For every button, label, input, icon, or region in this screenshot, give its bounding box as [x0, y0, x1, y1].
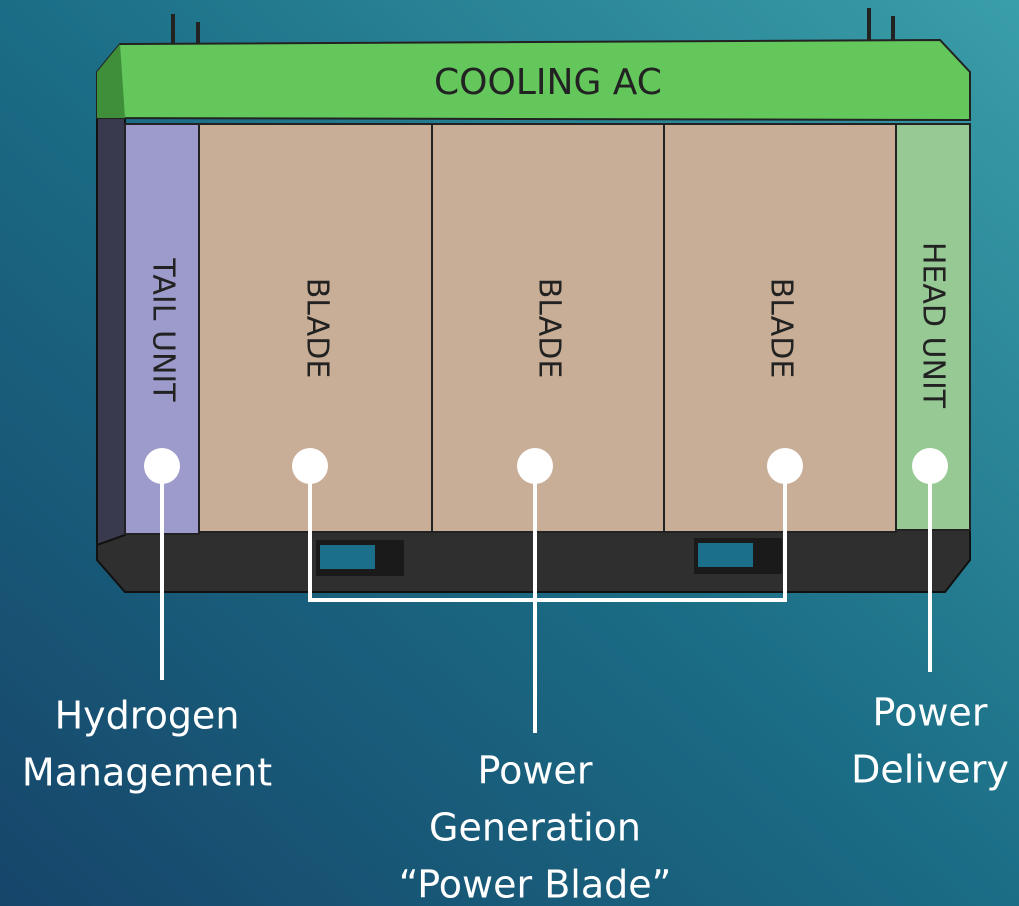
callout-line: Power — [873, 691, 988, 735]
callout-line: Generation — [429, 806, 641, 850]
callout-line: Delivery — [851, 748, 1009, 792]
side-panel — [96, 117, 126, 547]
module-label: BLADE — [532, 278, 567, 379]
callout-line: Management — [22, 751, 272, 795]
callout-line: “Power Blade” — [399, 863, 672, 906]
callouts: Hydrogen Management Power Generation “Power … — [22, 691, 1009, 906]
module-label: TAIL UNIT — [146, 257, 181, 402]
cooling-label: COOLING AC — [434, 62, 662, 103]
cooling-side — [97, 44, 125, 118]
connectors — [160, 466, 932, 733]
module-label: BLADE — [764, 278, 799, 379]
slot-window — [320, 545, 375, 569]
dots — [144, 448, 948, 484]
callout-line: Power — [478, 749, 593, 793]
pins — [171, 8, 895, 45]
module-label: BLADE — [300, 278, 335, 379]
callout-line: Hydrogen — [55, 694, 240, 738]
slot-window — [698, 543, 753, 567]
module-label: HEAD UNIT — [916, 242, 951, 409]
